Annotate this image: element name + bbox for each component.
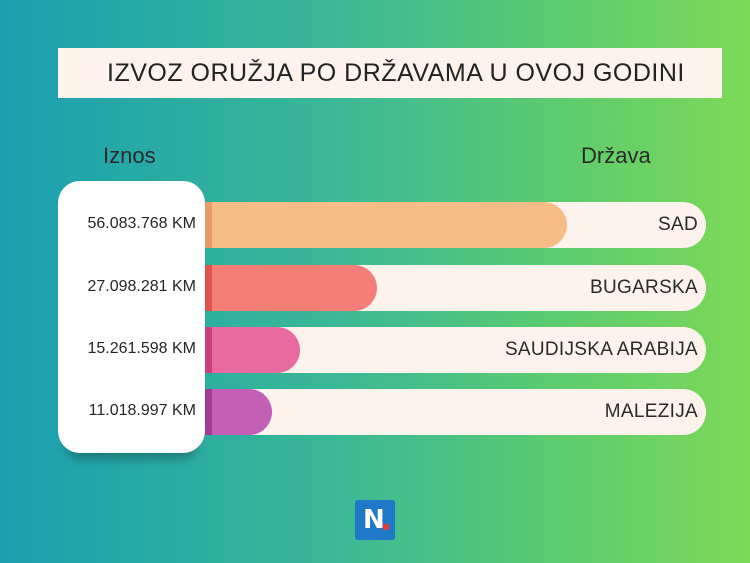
title-banner: IZVOZ ORUŽJA PO DRŽAVAMA U OVOJ GODINI: [58, 48, 722, 98]
value-label: 27.098.281 KM: [87, 278, 196, 295]
bar-track: [193, 389, 706, 435]
category-label: SAD: [658, 214, 698, 235]
value-label: 11.018.997 KM: [88, 402, 196, 419]
chart-title: IZVOZ ORUŽJA PO DRŽAVAMA U OVOJ GODINI: [107, 58, 685, 87]
country-column-label: Država: [581, 143, 651, 168]
bar-saudijska-arabija: [200, 327, 300, 373]
logo-dot: [383, 524, 389, 530]
value-label: 56.083.768 KM: [87, 215, 196, 232]
category-label: MALEZIJA: [604, 401, 698, 422]
value-label: 15.261.598 KM: [87, 340, 196, 357]
brand-logo-icon: N: [355, 500, 395, 540]
bar-bugarska: [200, 265, 377, 311]
logo-letter: N: [363, 505, 385, 535]
category-label: SAUDIJSKA ARABIJA: [504, 339, 698, 360]
amount-card: [58, 181, 205, 453]
bar-malezija: [200, 389, 272, 435]
amount-column-label: Iznos: [103, 143, 156, 168]
category-label: BUGARSKA: [590, 277, 698, 298]
bar-sad: [200, 202, 567, 248]
